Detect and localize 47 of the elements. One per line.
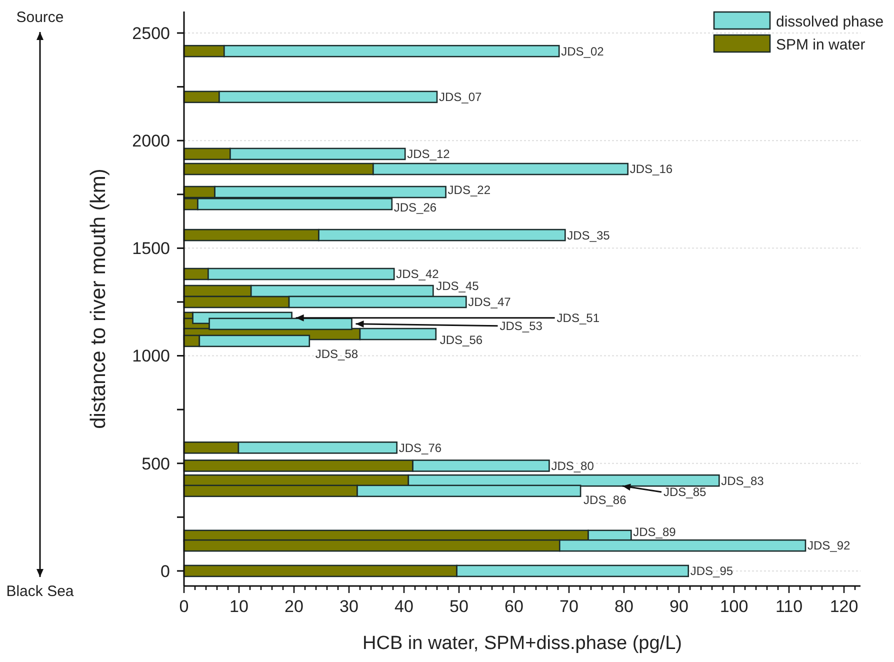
x-tick-label: 100 bbox=[720, 597, 748, 616]
x-tick-label: 50 bbox=[450, 597, 468, 616]
annotation: JDS_92 bbox=[808, 538, 851, 553]
x-tick-label: 70 bbox=[560, 597, 578, 616]
annotation: JDS_56 bbox=[440, 333, 483, 348]
annotation: JDS_47 bbox=[468, 295, 512, 310]
y-tick-label: 2500 bbox=[132, 24, 170, 43]
y-axis-title: distance to river mouth (km) bbox=[87, 168, 110, 429]
x-tick-label: 80 bbox=[614, 597, 634, 616]
annotation: JDS_35 bbox=[567, 228, 610, 242]
x-tick-label: 120 bbox=[830, 597, 858, 616]
annotation: JDS_51 bbox=[556, 311, 600, 326]
annotation: JDS_02 bbox=[561, 44, 604, 58]
x-tick-label: 40 bbox=[394, 597, 414, 616]
annotation: JDS_85 bbox=[664, 485, 707, 500]
annotation: JDS_45 bbox=[436, 279, 480, 294]
annotation: JDS_26 bbox=[394, 200, 437, 214]
annotation: JDS_89 bbox=[633, 525, 676, 540]
y-tick-label: 2000 bbox=[132, 132, 170, 151]
text: Source bbox=[16, 9, 64, 26]
y-tick-label: 1000 bbox=[132, 346, 170, 366]
annotation: JDS_76 bbox=[398, 440, 442, 455]
annotation: JDS_95 bbox=[690, 564, 734, 578]
x-tick-label: 60 bbox=[504, 597, 524, 616]
annotation: JDS_16 bbox=[630, 162, 673, 176]
annotation: JDS_07 bbox=[439, 90, 482, 104]
annotation: JDS_86 bbox=[584, 493, 627, 508]
text: Black Sea bbox=[6, 583, 74, 600]
x-tick-label: 10 bbox=[230, 597, 248, 616]
annotation: JDS_42 bbox=[396, 267, 440, 282]
x-tick-label: 90 bbox=[670, 597, 688, 616]
annotation: JDS_53 bbox=[500, 319, 543, 334]
x-tick-label: 20 bbox=[284, 597, 304, 616]
legend-label: SPM in water bbox=[776, 36, 866, 54]
y-tick-label: 1500 bbox=[132, 239, 170, 258]
y-tick-label: 0 bbox=[160, 562, 170, 581]
annotation: JDS_22 bbox=[448, 183, 491, 198]
legend-label: dissolved phase bbox=[776, 13, 884, 30]
x-tick-label: 110 bbox=[775, 597, 803, 616]
x-axis-title: HCB in water, SPM+diss.phase (pg/L) bbox=[362, 633, 682, 654]
x-tick-label: 30 bbox=[340, 597, 358, 616]
annotation: JDS_80 bbox=[551, 458, 594, 473]
y-tick-label: 500 bbox=[142, 454, 170, 474]
annotation: JDS_12 bbox=[407, 147, 450, 162]
annotation: JDS_83 bbox=[721, 474, 764, 488]
annotation: JDS_58 bbox=[315, 347, 358, 362]
x-tick-label: 0 bbox=[179, 597, 189, 616]
